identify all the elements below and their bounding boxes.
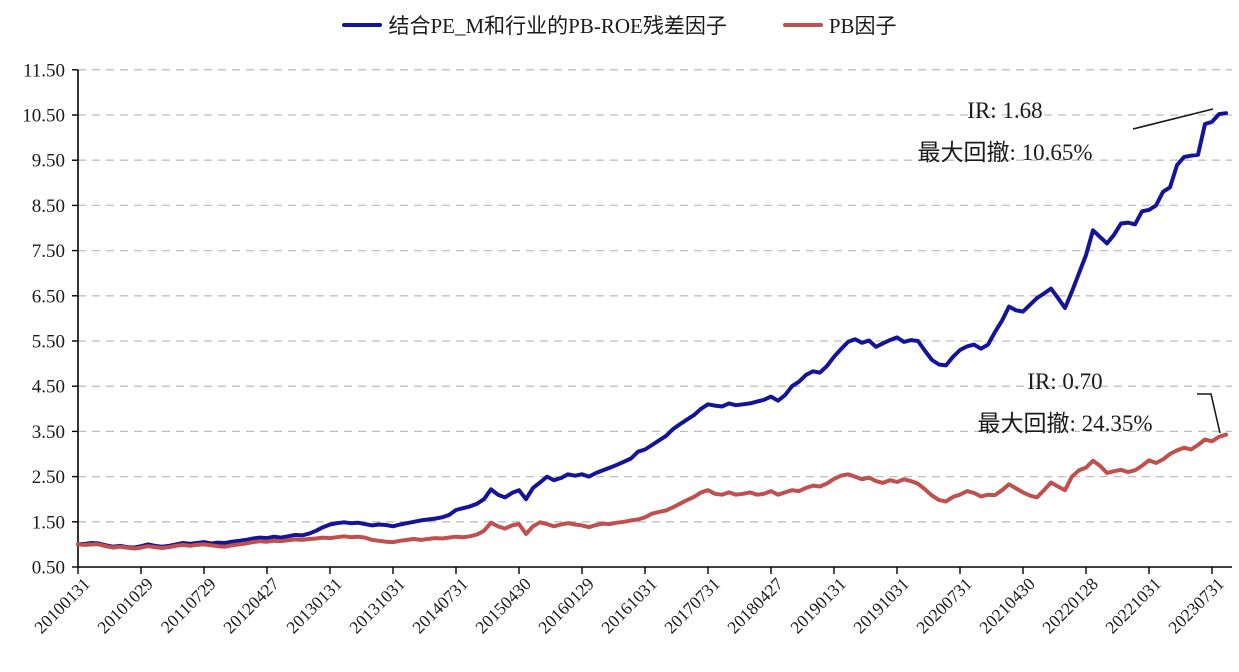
x-axis-label: 20120427 xyxy=(219,574,283,638)
x-axis-label: 20110729 xyxy=(157,574,220,637)
x-axis-label: 20221031 xyxy=(1101,574,1165,638)
x-axis-label: 20130131 xyxy=(282,574,346,638)
x-axis-label: 20131031 xyxy=(345,574,409,638)
x-axis-label: 20190131 xyxy=(786,574,850,638)
y-axis-label: 9.50 xyxy=(32,151,65,172)
annotation-residual-drawdown: 最大回撤: 10.65% xyxy=(917,140,1093,165)
x-axis-label: 20220128 xyxy=(1038,574,1102,638)
legend-swatch-pb-icon xyxy=(782,23,823,27)
y-axis-label: 8.50 xyxy=(32,196,65,217)
x-axis-label: 20191031 xyxy=(849,574,913,638)
y-axis-label: 3.50 xyxy=(32,422,65,443)
x-axis-label: 20161031 xyxy=(597,574,661,638)
annotation-pb: IR: 0.70 最大回撤: 24.35% xyxy=(920,361,1210,445)
legend-item-pb: PB因子 xyxy=(782,10,897,40)
y-axis-label: 4.50 xyxy=(32,377,65,398)
y-axis-label: 2.50 xyxy=(32,467,65,488)
y-axis-label: 11.50 xyxy=(23,60,65,81)
legend-swatch-residual-icon xyxy=(342,23,383,27)
x-axis-label: 20170731 xyxy=(660,574,724,638)
legend-label-pb: PB因子 xyxy=(828,14,897,38)
callout-line-residual xyxy=(1132,108,1214,130)
legend-label-residual: 结合PE_M和行业的PB-ROE残差因子 xyxy=(388,14,727,38)
y-axis-label: 6.50 xyxy=(32,286,65,307)
x-axis-label: 20150430 xyxy=(471,574,535,638)
x-axis-label: 20200731 xyxy=(912,574,976,638)
x-axis-label: 20100131 xyxy=(30,574,94,638)
y-axis-label: 7.50 xyxy=(32,241,65,262)
chart-legend: 结合PE_M和行业的PB-ROE残差因子 PB因子 xyxy=(0,10,1239,40)
annotation-pb-drawdown: 最大回撤: 24.35% xyxy=(977,411,1153,436)
x-axis-label: 20140731 xyxy=(408,574,472,638)
annotation-residual-ir: IR: 1.68 xyxy=(967,98,1043,123)
series-line-pb xyxy=(76,432,1228,551)
y-axis-label: 0.50 xyxy=(32,558,65,579)
x-axis-label: 20160129 xyxy=(534,574,598,638)
annotation-residual: IR: 1.68 最大回撤: 10.65% xyxy=(860,90,1150,174)
legend-item-residual: 结合PE_M和行业的PB-ROE残差因子 xyxy=(342,10,727,40)
x-axis-label: 20230731 xyxy=(1164,574,1228,638)
y-axis-label: 10.50 xyxy=(22,106,65,127)
x-axis-label: 20210430 xyxy=(975,574,1039,638)
y-axis-label: 5.50 xyxy=(32,332,65,353)
x-axis-label: 20101029 xyxy=(93,574,157,638)
series-line-residual xyxy=(76,111,1228,550)
annotation-pb-ir: IR: 0.70 xyxy=(1027,369,1103,394)
callout-line-pb xyxy=(1197,393,1221,434)
y-axis-label: 1.50 xyxy=(32,512,65,533)
x-axis-label: 20180427 xyxy=(723,574,787,638)
